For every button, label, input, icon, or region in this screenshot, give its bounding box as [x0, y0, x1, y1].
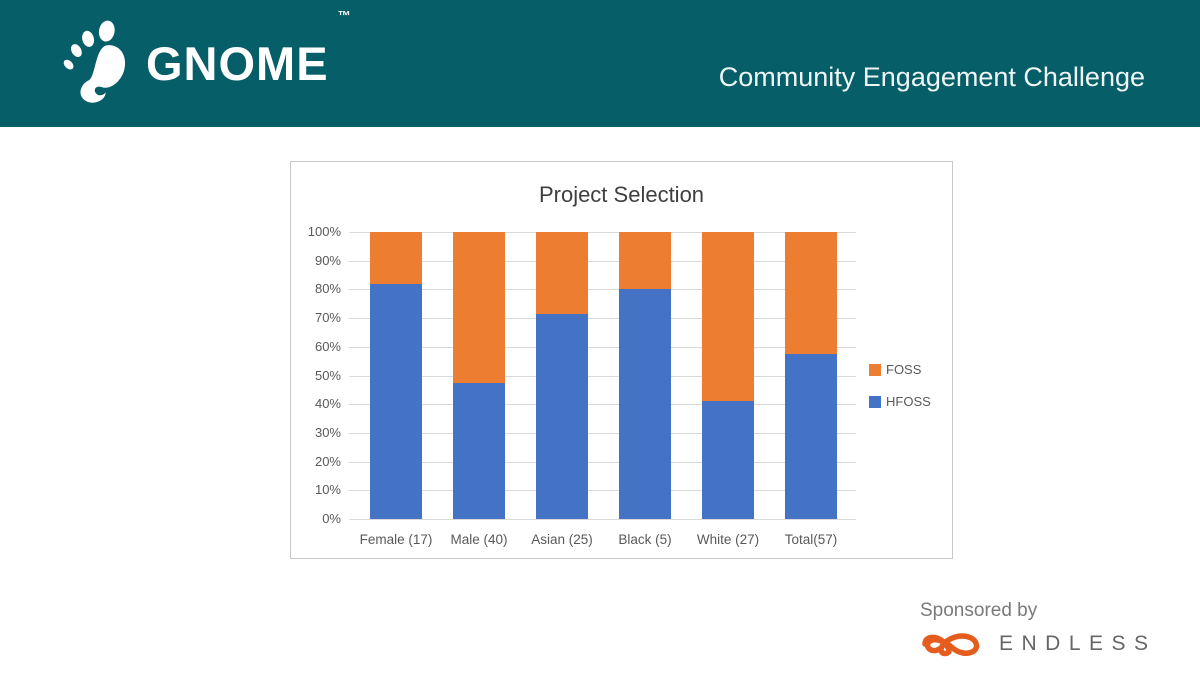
- sponsored-by-label: Sponsored by: [920, 600, 1038, 621]
- chart-title: Project Selection: [538, 182, 705, 207]
- y-axis-labels: 0% 10% 20% 30% 40% 50% 60% 70% 80% 90% 100%: [291, 224, 341, 526]
- x-tick-label: Male (40): [450, 532, 508, 547]
- bar-segment-hfoss: [702, 401, 754, 519]
- y-tick-label: 10%: [314, 482, 341, 498]
- x-tick-label: Asian (25): [531, 532, 593, 547]
- x-tick-label: Black (5): [618, 532, 672, 547]
- chart-legend: FOSS HFOSS: [869, 362, 931, 426]
- bar-segment-hfoss: [785, 353, 837, 519]
- x-tick-label: Total(57): [784, 532, 838, 547]
- legend-swatch: [869, 363, 881, 376]
- bar-segment-foss: [453, 232, 505, 383]
- x-tick-label: White (27): [696, 532, 760, 547]
- bar-group-1: [370, 232, 422, 519]
- sponsor-block: Sponsored by ENDLESS: [918, 600, 1158, 660]
- gridline: [349, 519, 856, 520]
- bar-segment-foss: [702, 232, 754, 402]
- sponsor-brand-row: ENDLESS: [918, 628, 1158, 660]
- gridline: [349, 260, 856, 262]
- gridline: [349, 232, 856, 233]
- header-band: GNOME ™ Community Engagement Challenge: [0, 0, 1200, 127]
- y-tick-label: 0%: [322, 511, 341, 526]
- bar-segment-hfoss: [370, 283, 422, 519]
- y-tick-label: 60%: [314, 338, 341, 354]
- y-tick-label: 80%: [314, 281, 341, 297]
- gnome-foot-icon: [63, 20, 126, 103]
- gridline: [349, 404, 856, 406]
- chart-card: Project Selection 0% 10% 20% 30% 40% 50% 60% 70…: [290, 161, 953, 559]
- y-tick-label: 50%: [314, 367, 341, 383]
- gridline: [349, 490, 856, 492]
- y-tick-label: 100%: [307, 224, 341, 239]
- x-tick-label: Female (17): [359, 532, 433, 547]
- gridline: [349, 432, 856, 434]
- y-tick-label: 90%: [314, 252, 341, 268]
- gridline: [349, 375, 856, 377]
- bar-group-3: [536, 232, 588, 519]
- legend-label: HFOSS: [886, 394, 931, 409]
- y-tick-label: 30%: [314, 424, 341, 440]
- legend-item-hfoss: HFOSS: [869, 394, 931, 409]
- trademark-symbol: ™: [337, 8, 351, 23]
- bar-group-5: [702, 232, 754, 519]
- bar-segment-foss: [370, 232, 422, 284]
- y-tick-label: 70%: [314, 310, 341, 326]
- legend-label: FOSS: [886, 362, 922, 377]
- endless-infinity-icon: [922, 633, 980, 657]
- gridline: [349, 289, 856, 291]
- legend-item-foss: FOSS: [869, 362, 931, 377]
- gnome-logo: GNOME ™: [60, 8, 351, 112]
- plot-area: [349, 232, 856, 520]
- gridline: [349, 461, 856, 463]
- bar-segment-foss: [785, 232, 837, 354]
- bar-segment-hfoss: [619, 289, 671, 519]
- slide-title: Community Engagement Challenge: [718, 62, 1145, 92]
- y-tick-label: 40%: [314, 396, 341, 412]
- bar-segment-foss: [536, 232, 588, 314]
- gnome-wordmark: GNOME: [146, 36, 329, 90]
- bar-group-2: [453, 232, 505, 519]
- gridline: [349, 318, 856, 320]
- sponsor-name: ENDLESS: [999, 632, 1157, 655]
- x-axis-labels: Female (17) Male (40) Asian (25) Black (5) W…: [349, 532, 856, 552]
- bar-group-4: [619, 232, 671, 519]
- y-tick-label: 20%: [314, 453, 341, 469]
- bar-group-6: [785, 232, 837, 519]
- bar-segment-foss: [619, 232, 671, 290]
- legend-swatch: [869, 395, 881, 408]
- gridline: [349, 346, 856, 348]
- bar-segment-hfoss: [453, 382, 505, 519]
- bar-segment-hfoss: [536, 313, 588, 519]
